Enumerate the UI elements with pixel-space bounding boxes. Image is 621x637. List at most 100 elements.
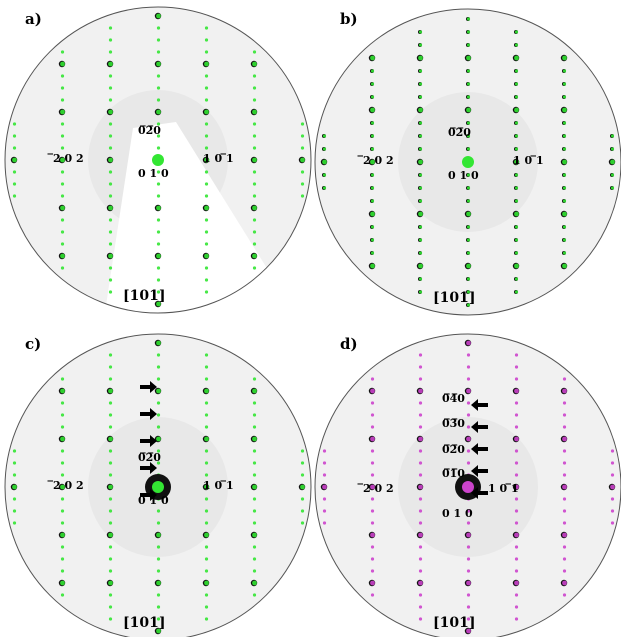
simulated-spot — [108, 569, 113, 573]
simulated-spot — [252, 86, 257, 90]
simulated-spot — [418, 545, 423, 549]
simulated-spot — [610, 461, 615, 465]
simulated-spot — [156, 580, 161, 586]
simulated-spot — [60, 230, 65, 234]
simulated-spot — [252, 580, 257, 586]
simulated-spot — [252, 242, 257, 246]
simulated-spot — [418, 211, 423, 217]
simulated-spot — [252, 230, 257, 234]
simulated-spot — [108, 413, 113, 417]
simulated-spot — [204, 109, 209, 115]
simulated-spot — [60, 109, 65, 115]
simulated-spot — [108, 521, 113, 525]
reflection-index: 0 1 0 — [442, 507, 473, 520]
simulated-spot — [12, 449, 17, 453]
simulated-spot — [514, 388, 519, 394]
simulated-spot — [418, 121, 423, 125]
simulated-spot — [108, 425, 113, 429]
simulated-spot — [514, 473, 519, 477]
simulated-spot — [418, 55, 423, 61]
superlattice-arrow — [471, 421, 488, 433]
simulated-spot — [514, 509, 519, 513]
simulated-spot — [562, 436, 567, 442]
central-spot — [152, 481, 164, 493]
superlattice-arrow — [140, 408, 157, 420]
simulated-spot — [252, 425, 257, 429]
simulated-spot — [60, 122, 65, 126]
simulated-spot — [370, 69, 375, 73]
simulated-spot — [466, 545, 471, 549]
simulated-spot — [562, 173, 567, 177]
simulated-spot — [108, 61, 113, 67]
simulated-spot — [204, 605, 209, 609]
simulated-spot — [60, 86, 65, 90]
simulated-spot — [418, 413, 423, 417]
simulated-spot — [562, 199, 567, 203]
simulated-spot — [610, 147, 615, 151]
simulated-spot — [466, 55, 471, 61]
simulated-spot — [156, 436, 161, 442]
simulated-spot — [466, 377, 471, 381]
simulated-spot — [108, 484, 113, 490]
simulated-spot — [204, 194, 209, 198]
simulated-spot — [60, 218, 65, 222]
simulated-spot — [514, 557, 519, 561]
simulated-spot — [108, 205, 113, 211]
simulated-spot — [204, 388, 209, 394]
simulated-spot — [204, 425, 209, 429]
simulated-spot — [466, 211, 471, 217]
simulated-spot — [300, 170, 305, 174]
simulated-spot — [252, 545, 257, 549]
simulated-spot — [60, 146, 65, 150]
simulated-spot — [514, 55, 519, 61]
simulated-spot — [610, 186, 615, 190]
simulated-spot — [466, 628, 471, 634]
simulated-spot — [156, 509, 161, 513]
simulated-spot — [156, 134, 161, 138]
simulated-spot — [514, 199, 519, 203]
simulated-spot — [466, 107, 471, 113]
simulated-spot — [156, 532, 161, 538]
simulated-spot — [108, 194, 113, 198]
simulated-spot — [12, 182, 17, 186]
simulated-spot — [466, 365, 471, 369]
simulated-spot — [156, 266, 161, 270]
simulated-spot — [60, 50, 65, 54]
simulated-spot — [418, 557, 423, 561]
reflection-index: 0̅1̅0 — [442, 467, 465, 480]
simulated-spot — [418, 290, 423, 294]
simulated-spot — [12, 509, 17, 513]
simulated-spot — [156, 122, 161, 126]
simulated-spot — [466, 425, 471, 429]
simulated-spot — [108, 134, 113, 138]
simulated-spot — [370, 413, 375, 417]
simulated-spot — [252, 109, 257, 115]
simulated-spot — [12, 170, 17, 174]
simulated-spot — [466, 95, 471, 99]
panel-label: d) — [340, 335, 358, 353]
simulated-spot — [562, 521, 567, 525]
simulated-spot — [514, 569, 519, 573]
simulated-spot — [252, 497, 257, 501]
simulated-spot — [514, 159, 519, 165]
simulated-spot — [300, 521, 305, 525]
simulated-spot — [60, 74, 65, 78]
simulated-spot — [156, 146, 161, 150]
superlattice-arrow — [140, 381, 157, 393]
simulated-spot — [108, 461, 113, 465]
simulated-spot — [418, 580, 423, 586]
simulated-spot — [156, 449, 161, 453]
simulated-spot — [108, 449, 113, 453]
simulated-spot — [60, 593, 65, 597]
simulated-spot — [204, 461, 209, 465]
simulated-spot — [252, 509, 257, 513]
simulated-spot — [562, 211, 567, 217]
reflection-index: 0̅2̅0 — [448, 126, 471, 139]
superlattice-arrow — [471, 399, 488, 411]
simulated-spot — [252, 157, 257, 163]
simulated-spot — [418, 532, 423, 538]
simulated-spot — [156, 13, 161, 19]
simulated-spot — [204, 449, 209, 453]
simulated-spot — [300, 146, 305, 150]
simulated-spot — [60, 545, 65, 549]
